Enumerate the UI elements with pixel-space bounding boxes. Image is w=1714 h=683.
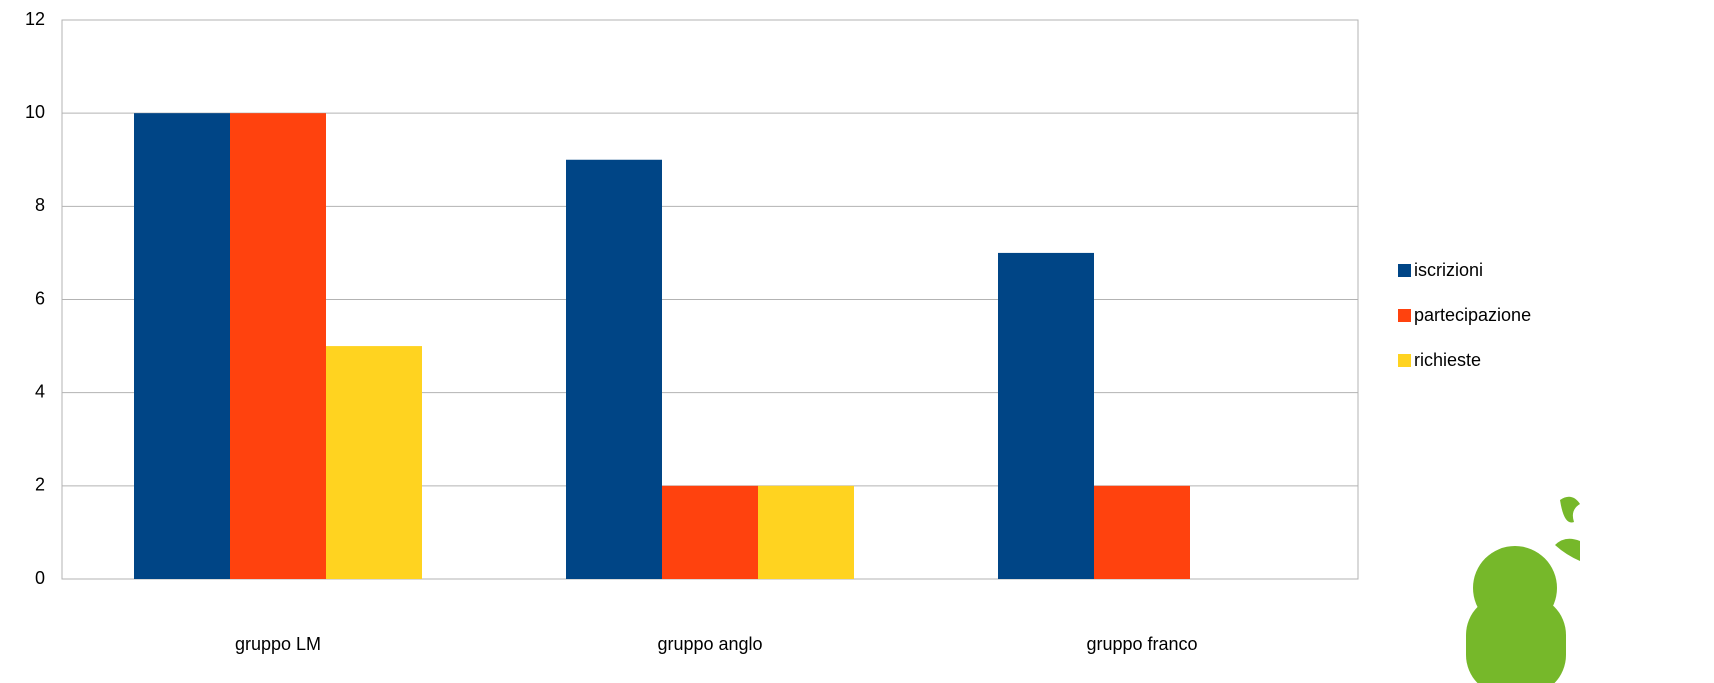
y-tick-label: 10 — [25, 102, 45, 122]
bar — [1094, 485, 1190, 579]
x-tick-label: gruppo anglo — [657, 634, 762, 654]
y-tick-label: 0 — [35, 568, 45, 588]
bar — [758, 485, 854, 579]
bar — [326, 346, 422, 579]
y-tick-label: 4 — [35, 381, 45, 401]
bar — [134, 113, 230, 580]
bar — [566, 159, 662, 579]
legend-swatch — [1398, 354, 1411, 367]
legend-label: richieste — [1414, 350, 1481, 370]
y-tick-label: 6 — [35, 288, 45, 308]
bar — [230, 113, 326, 580]
legend-swatch — [1398, 309, 1411, 322]
legend-swatch — [1398, 264, 1411, 277]
legend-label: iscrizioni — [1414, 260, 1483, 280]
x-tick-label: gruppo franco — [1086, 634, 1197, 654]
bar — [998, 252, 1094, 579]
bar — [662, 485, 758, 579]
legend-label: partecipazione — [1414, 305, 1531, 325]
y-tick-label: 8 — [35, 195, 45, 215]
decoration — [1466, 496, 1580, 683]
y-tick-label: 2 — [35, 475, 45, 495]
y-tick-label: 12 — [25, 9, 45, 29]
x-tick-label: gruppo LM — [235, 634, 321, 654]
